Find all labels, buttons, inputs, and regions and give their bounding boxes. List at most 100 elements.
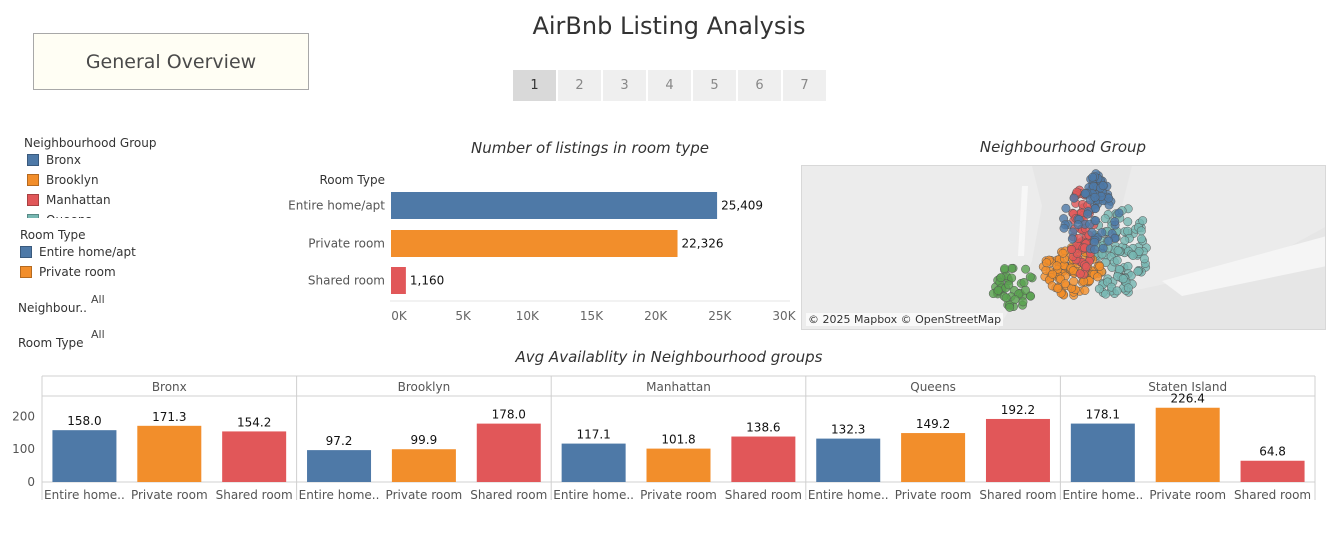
listing-point: [1095, 261, 1105, 271]
room-type-legend[interactable]: Room Type Entire home/apt Private room: [20, 228, 220, 282]
listing-point: [1123, 226, 1133, 236]
listing-point: [1104, 193, 1114, 203]
neighbourhood-group-legend-title: Neighbourhood Group: [24, 136, 157, 150]
bar-value-label: 154.2: [237, 415, 271, 429]
listing-point: [1123, 217, 1133, 227]
legend-item-bronx[interactable]: Bronx: [24, 150, 224, 170]
bar-value-label: 101.8: [661, 433, 695, 447]
listing-point: [1139, 254, 1149, 264]
listing-point: [1128, 251, 1138, 260]
page-button-6[interactable]: 6: [738, 70, 781, 101]
axis-header: Room Type: [319, 173, 385, 187]
legend-label: Entire home/apt: [39, 245, 136, 259]
category-label: Entire home..: [44, 488, 125, 502]
listing-point: [1136, 226, 1146, 236]
bar[interactable]: [307, 450, 372, 482]
listing-point: [1104, 236, 1114, 246]
bar-value-label: 25,409: [721, 199, 763, 213]
room-type-filter-value[interactable]: All: [91, 328, 105, 341]
bar[interactable]: [731, 436, 796, 482]
page-button-7[interactable]: 7: [783, 70, 826, 101]
listing-point: [1061, 203, 1071, 213]
bar[interactable]: [561, 443, 626, 482]
bar[interactable]: [391, 192, 718, 219]
bar[interactable]: [137, 425, 202, 482]
page-button-3[interactable]: 3: [603, 70, 646, 101]
legend-item-queens[interactable]: Queens: [24, 210, 224, 218]
listing-point: [1058, 248, 1068, 258]
listing-point: [1094, 284, 1104, 294]
legend-label: Brooklyn: [46, 173, 99, 187]
page-button-1[interactable]: 1: [513, 70, 556, 101]
listing-point: [1118, 274, 1128, 284]
category-label: Entire home..: [299, 488, 380, 502]
bar-value-label: 158.0: [67, 414, 101, 428]
bar-value-label: 178.1: [1086, 408, 1120, 422]
legend-label: Manhattan: [46, 193, 111, 207]
legend-item-entire-home-apt[interactable]: Entire home/apt: [20, 242, 220, 262]
listing-point: [1075, 269, 1085, 279]
listing-point: [1112, 286, 1122, 296]
bar-value-label: 171.3: [152, 410, 186, 424]
listing-point: [1069, 276, 1079, 286]
x-tick-label: 10K: [516, 309, 540, 323]
facet-header: Staten Island: [1148, 380, 1227, 394]
category-label: Private room: [386, 488, 463, 502]
bar-value-label: 64.8: [1259, 445, 1286, 459]
listing-point: [1052, 261, 1062, 271]
legend-item-private-room[interactable]: Private room: [20, 262, 220, 282]
page-button-5[interactable]: 5: [693, 70, 736, 101]
page-button-4[interactable]: 4: [648, 70, 691, 101]
category-label: Entire home..: [1062, 488, 1143, 502]
bar[interactable]: [1070, 423, 1135, 482]
bar[interactable]: [901, 433, 966, 482]
room-type-legend-title: Room Type: [20, 228, 86, 242]
bar[interactable]: [391, 267, 406, 294]
x-tick-label: 5K: [455, 309, 472, 323]
room-type-filter-label: Room Type: [18, 336, 84, 350]
bar[interactable]: [222, 431, 287, 482]
bar[interactable]: [1155, 407, 1220, 482]
page-button-2[interactable]: 2: [558, 70, 601, 101]
legend-item-brooklyn[interactable]: Brooklyn: [24, 170, 224, 190]
bar[interactable]: [52, 430, 117, 482]
map-title: Neighbourhood Group: [979, 138, 1147, 156]
room-type-chart-title: Number of listings in room type: [471, 139, 709, 157]
bar[interactable]: [391, 230, 678, 257]
listing-point: [1001, 293, 1011, 303]
neighbourhood-map[interactable]: [801, 165, 1326, 330]
category-label: Entire home/apt: [288, 199, 385, 213]
general-overview-button[interactable]: General Overview: [33, 33, 309, 90]
bar[interactable]: [1240, 460, 1305, 482]
listing-points: [988, 169, 1151, 312]
category-label: Shared room: [1234, 488, 1311, 502]
neighbourhood-filter-value[interactable]: All: [91, 293, 105, 306]
neighbourhood-group-legend[interactable]: Neighbourhood Group Bronx Brooklyn Manhatt…: [24, 136, 224, 218]
listing-point: [1101, 289, 1111, 299]
bar[interactable]: [816, 438, 881, 482]
bar[interactable]: [646, 448, 711, 482]
bar-value-label: 178.0: [492, 408, 526, 422]
legend-swatch: [20, 246, 32, 258]
listing-point: [1059, 223, 1069, 233]
bar-value-label: 1,160: [410, 274, 444, 288]
listing-point: [1018, 297, 1028, 307]
y-tick-label: 200: [12, 409, 35, 423]
listing-point: [1021, 285, 1030, 295]
legend-item-manhattan[interactable]: Manhattan: [24, 190, 224, 210]
category-label: Private room: [895, 488, 972, 502]
listing-point: [1133, 266, 1143, 276]
legend-swatch: [27, 154, 39, 166]
listing-point: [1080, 189, 1090, 198]
facet-header: Bronx: [152, 380, 187, 394]
category-label: Private room: [1149, 488, 1226, 502]
category-label: Shared room: [216, 488, 293, 502]
bar[interactable]: [985, 418, 1050, 482]
listing-point: [1000, 264, 1010, 274]
bar[interactable]: [391, 449, 456, 482]
listing-point: [1073, 220, 1083, 230]
listing-point: [1083, 209, 1093, 219]
y-tick-label: 0: [27, 475, 35, 489]
category-label: Private room: [131, 488, 208, 502]
bar[interactable]: [476, 423, 541, 482]
